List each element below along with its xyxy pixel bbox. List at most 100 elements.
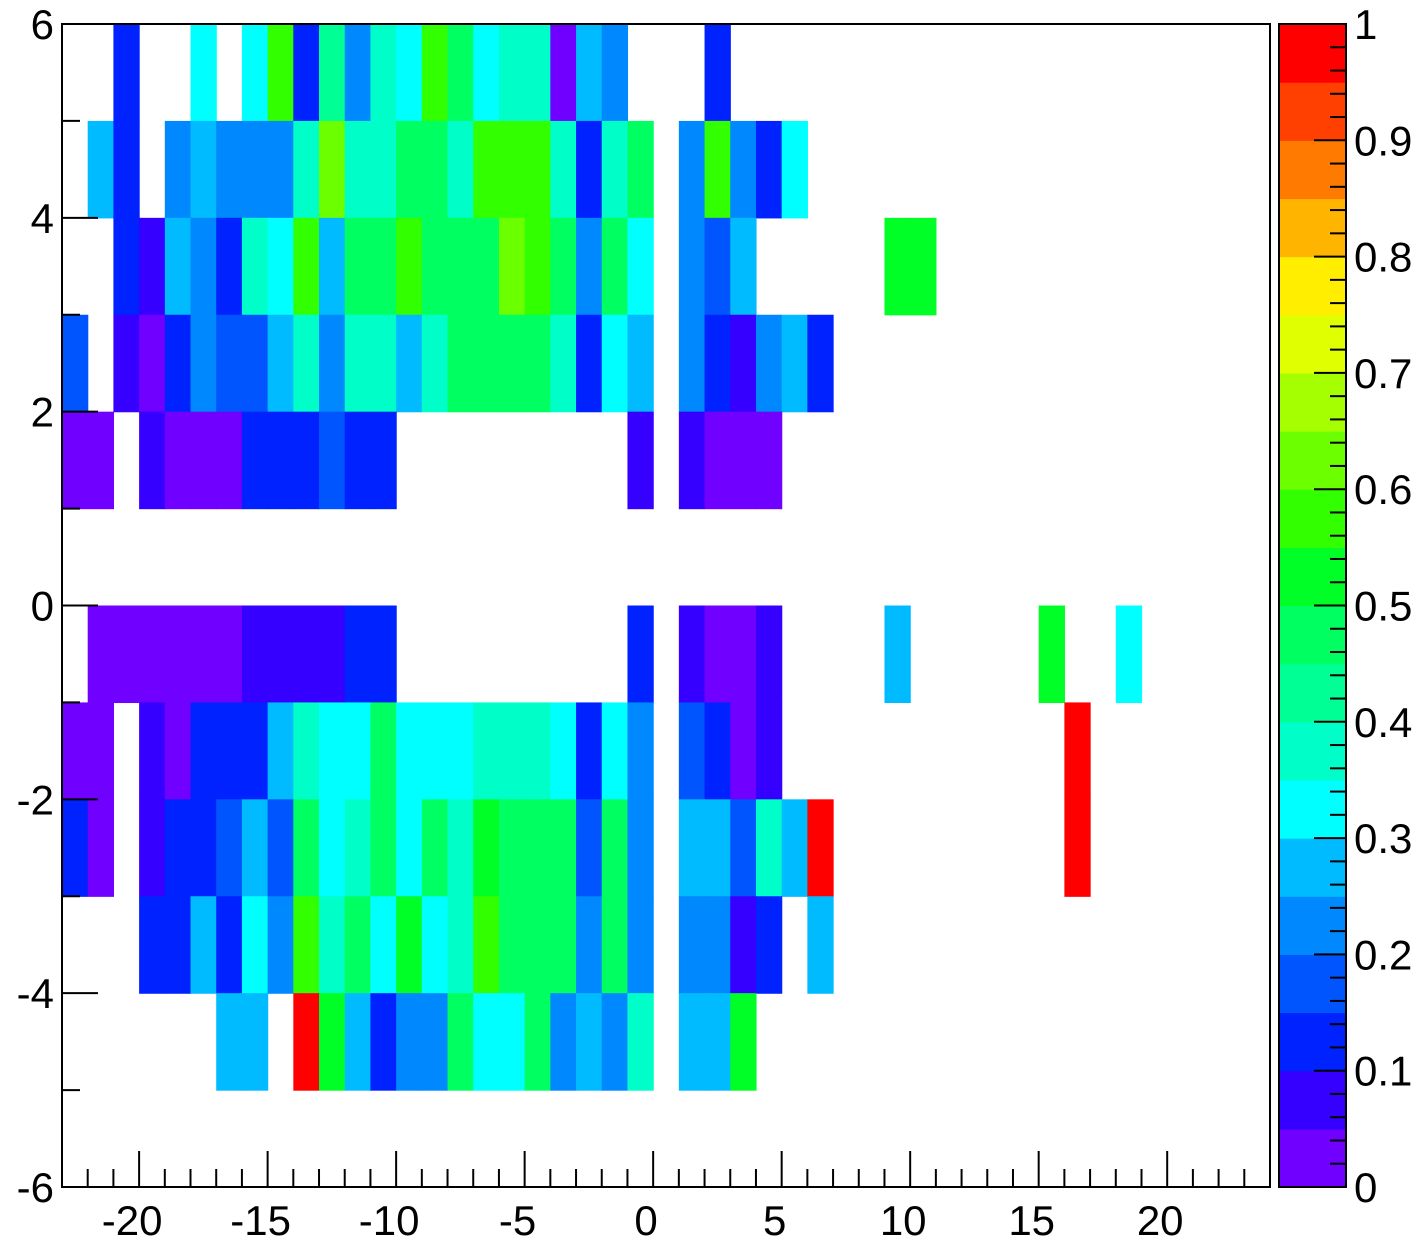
heatmap-cell: [87, 120, 114, 219]
heatmap-cell: [678, 314, 706, 413]
heatmap-cell: [524, 217, 551, 316]
heatmap-cell: [601, 120, 629, 219]
heatmap-cell: [421, 120, 449, 219]
heatmap-cell: [678, 799, 706, 897]
heatmap-cell: [704, 411, 731, 510]
heatmap-cell: [421, 217, 449, 316]
heatmap-cell: [319, 702, 346, 800]
heatmap-cell: [267, 605, 294, 704]
heatmap-cell: [601, 799, 629, 897]
heatmap-cell: [884, 217, 911, 316]
heatmap-cell: [396, 799, 423, 897]
heatmap-cell: [498, 24, 526, 122]
heatmap-cell: [267, 217, 294, 316]
heatmap-cell: [164, 605, 192, 704]
x-tick-label: -20: [102, 1197, 163, 1239]
heatmap-cell: [164, 217, 192, 316]
heatmap-cell: [576, 120, 603, 219]
heatmap-cell: [139, 605, 166, 704]
heatmap-cell: [190, 896, 217, 994]
y-tick-label: 0: [31, 583, 54, 630]
color-scale-band: [1279, 140, 1346, 200]
heatmap-cell: [241, 605, 269, 704]
heatmap-cell: [344, 702, 372, 800]
heatmap-cell: [755, 605, 783, 704]
heatmap-cell: [473, 993, 500, 1091]
heatmap-cell: [550, 993, 577, 1091]
heatmap-cell: [87, 411, 114, 510]
heatmap-cell: [704, 24, 731, 122]
heatmap-cell: [113, 314, 140, 413]
color-scale-band: [1279, 372, 1346, 432]
heatmap-cell: [113, 24, 140, 122]
heatmap-cell: [293, 896, 320, 994]
heatmap-cell: [421, 799, 449, 897]
heatmap-cell: [576, 24, 603, 122]
heatmap-cell: [550, 24, 577, 122]
heatmap-cell: [601, 217, 629, 316]
heatmap-cell: [139, 799, 166, 897]
heatmap-cell: [241, 314, 269, 413]
color-scale-band: [1279, 431, 1346, 490]
heatmap-cell: [524, 120, 551, 219]
heatmap-cell: [396, 314, 423, 413]
heatmap-cell: [62, 702, 89, 800]
heatmap-cell: [730, 217, 757, 316]
heatmap-cell: [113, 605, 140, 704]
heatmap-cell: [370, 993, 397, 1091]
x-tick-label: 15: [1008, 1197, 1055, 1239]
heatmap-cell: [370, 411, 397, 510]
heatmap-cell: [396, 896, 423, 994]
heatmap-cell: [678, 217, 706, 316]
heatmap-cell: [344, 411, 372, 510]
heatmap-cell: [627, 799, 654, 897]
tick-labels: -20 -15 -10 -5 0 5 10 15 206420-2-4-610.90.80.70…: [17, 1, 1413, 1239]
heatmap-cell: [216, 799, 243, 897]
color-scale-bar: [1279, 24, 1346, 1188]
heatmap-cell: [524, 24, 551, 122]
heatmap-cell: [190, 120, 217, 219]
heatmap-cell: [473, 702, 500, 800]
heatmap-cell: [473, 24, 500, 122]
heatmap-cell: [473, 217, 500, 316]
heatmap-cell: [524, 799, 551, 897]
heatmap-cell: [678, 605, 706, 704]
heatmap-cell: [344, 120, 372, 219]
heatmap-cell: [396, 702, 423, 800]
heatmap-cell: [344, 24, 372, 122]
heatmap-cell: [576, 217, 603, 316]
heatmap-cell: [216, 217, 243, 316]
heatmap-cell: [344, 314, 372, 413]
y-tick-label: -2: [17, 776, 54, 823]
heatmap-cell: [601, 24, 629, 122]
heatmap-cell: [807, 799, 834, 897]
heatmap-cell: [524, 702, 551, 800]
heatmap-cell: [730, 120, 757, 219]
color-scale-label: 0.9: [1354, 117, 1412, 164]
heatmap-cell: [730, 411, 757, 510]
heatmap-cell: [370, 24, 397, 122]
heatmap-cell: [627, 896, 654, 994]
heatmap-cell: [370, 799, 397, 897]
heatmap-cell: [678, 896, 706, 994]
heatmap-cell: [704, 993, 731, 1091]
heatmap-cell: [678, 702, 706, 800]
heatmap-cell: [601, 314, 629, 413]
heatmap-cell: [241, 896, 269, 994]
color-scale-band: [1279, 314, 1346, 374]
heatmap-cell: [267, 896, 294, 994]
heatmap-cell: [421, 24, 449, 122]
color-scale-band: [1279, 721, 1346, 781]
heatmap-cell: [550, 799, 577, 897]
heatmap-cell: [216, 702, 243, 800]
heatmap-cell: [807, 314, 834, 413]
heatmap-cell: [730, 605, 757, 704]
heatmap-cell: [139, 896, 166, 994]
heatmap-cell: [164, 896, 192, 994]
heatmap-cell: [550, 896, 577, 994]
heatmap-cell: [319, 314, 346, 413]
heatmap-cell: [216, 314, 243, 413]
heatmap-cell: [216, 120, 243, 219]
heatmap-cell: [370, 217, 397, 316]
color-scale-band: [1279, 954, 1346, 1014]
